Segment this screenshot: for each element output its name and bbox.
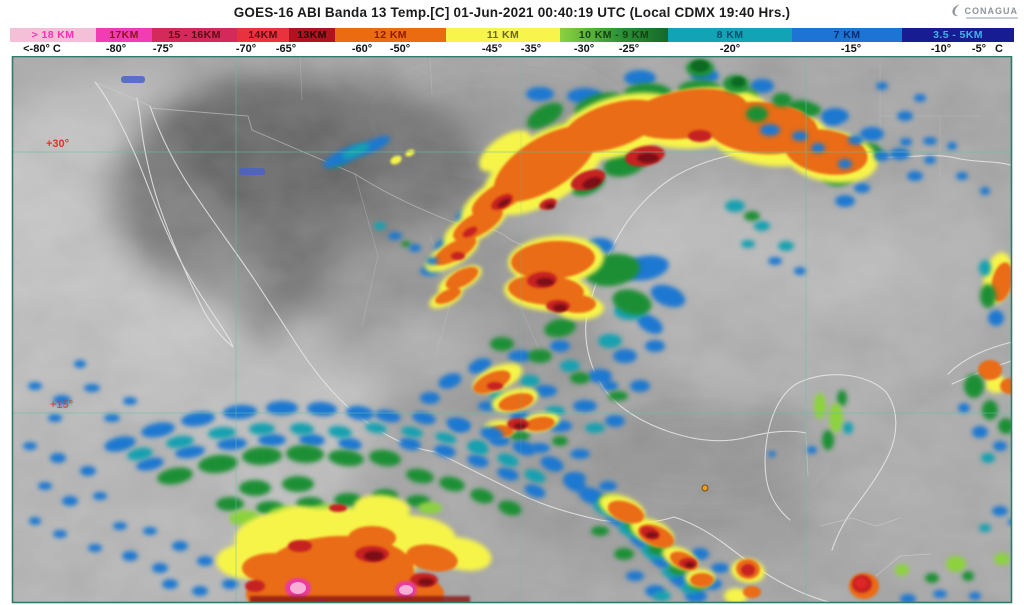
city-label-marker (121, 76, 145, 83)
map-bottom-margin (0, 603, 1024, 605)
legend-segment: 8 KM (668, 28, 792, 42)
temp-label: C (995, 43, 1003, 55)
caribbean-cells (768, 252, 1020, 463)
legend-segment: 12 KM (335, 28, 446, 42)
temp-label: -45° (481, 43, 503, 55)
temp-label: -30° (573, 43, 595, 55)
temp-label: -50° (389, 43, 411, 55)
grid-labels: +30° +15° (46, 138, 73, 411)
southern-storm-cells (564, 472, 1020, 604)
temp-label: -75° (152, 43, 174, 55)
latitude-label-30: +30° (46, 138, 69, 150)
legend-segment: 14KM (237, 28, 289, 42)
conagua-logo-label: CONAGUA (964, 5, 1018, 16)
temperature-scale: <-80° C -80° -75° -70° -65° -60° -50° -4… (0, 42, 1024, 56)
legend-segment: 11 KM (446, 28, 560, 42)
satellite-map: +30° +15° (0, 21, 1024, 605)
temp-label: -60° (351, 43, 373, 55)
temp-label: -70° (235, 43, 257, 55)
altitude-legend-bar: > 18 KM 17KM 15 - 16KM 14KM 13KM 12 KM 1… (0, 28, 1024, 42)
temp-label: -80° (105, 43, 127, 55)
temp-label: -15° (840, 43, 862, 55)
latitude-label-15: +15° (50, 399, 73, 411)
legend-segment: 7 KM (792, 28, 902, 42)
satellite-map-canvas: +30° +15° (0, 21, 1024, 605)
map-frame (11, 55, 1013, 604)
pacific-tropical-storm (23, 360, 587, 605)
conagua-logo: CONAGUA (951, 4, 1019, 17)
title-bar: GOES-16 ABI Banda 13 Temp.[C] 01-Jun-202… (0, 0, 1024, 26)
temp-label: -25° (618, 43, 640, 55)
legend-segment: 10 KM - 9 KM (560, 28, 668, 42)
conagua-logo-subline (966, 17, 1018, 19)
northeast-storm-cluster (420, 235, 686, 459)
legend-segment: 17KM (96, 28, 152, 42)
city-label-markers (121, 76, 709, 492)
temp-label: <-80° C (23, 43, 61, 55)
temp-label: -10° (930, 43, 952, 55)
point-marker (701, 484, 709, 492)
map-left-margin (0, 56, 12, 605)
gulf-scatter-cells (323, 59, 990, 275)
legend-segment: 13KM (289, 28, 335, 42)
city-label-marker (239, 168, 265, 175)
temp-label: -35° (520, 43, 542, 55)
legend-segment: 15 - 16KM (152, 28, 237, 42)
map-right-margin (1012, 56, 1024, 605)
overshooting-top-markers (285, 578, 417, 605)
legend-segment: > 18 KM (10, 28, 96, 42)
conagua-wave-icon (951, 4, 959, 17)
legend-segment: 3.5 - 5KM (902, 28, 1014, 42)
temp-label: -20° (719, 43, 741, 55)
temp-label: -65° (275, 43, 297, 55)
page-title: GOES-16 ABI Banda 13 Temp.[C] 01-Jun-202… (233, 5, 791, 20)
temp-label: -5° (971, 43, 987, 55)
lat-lon-grid (12, 56, 1012, 602)
